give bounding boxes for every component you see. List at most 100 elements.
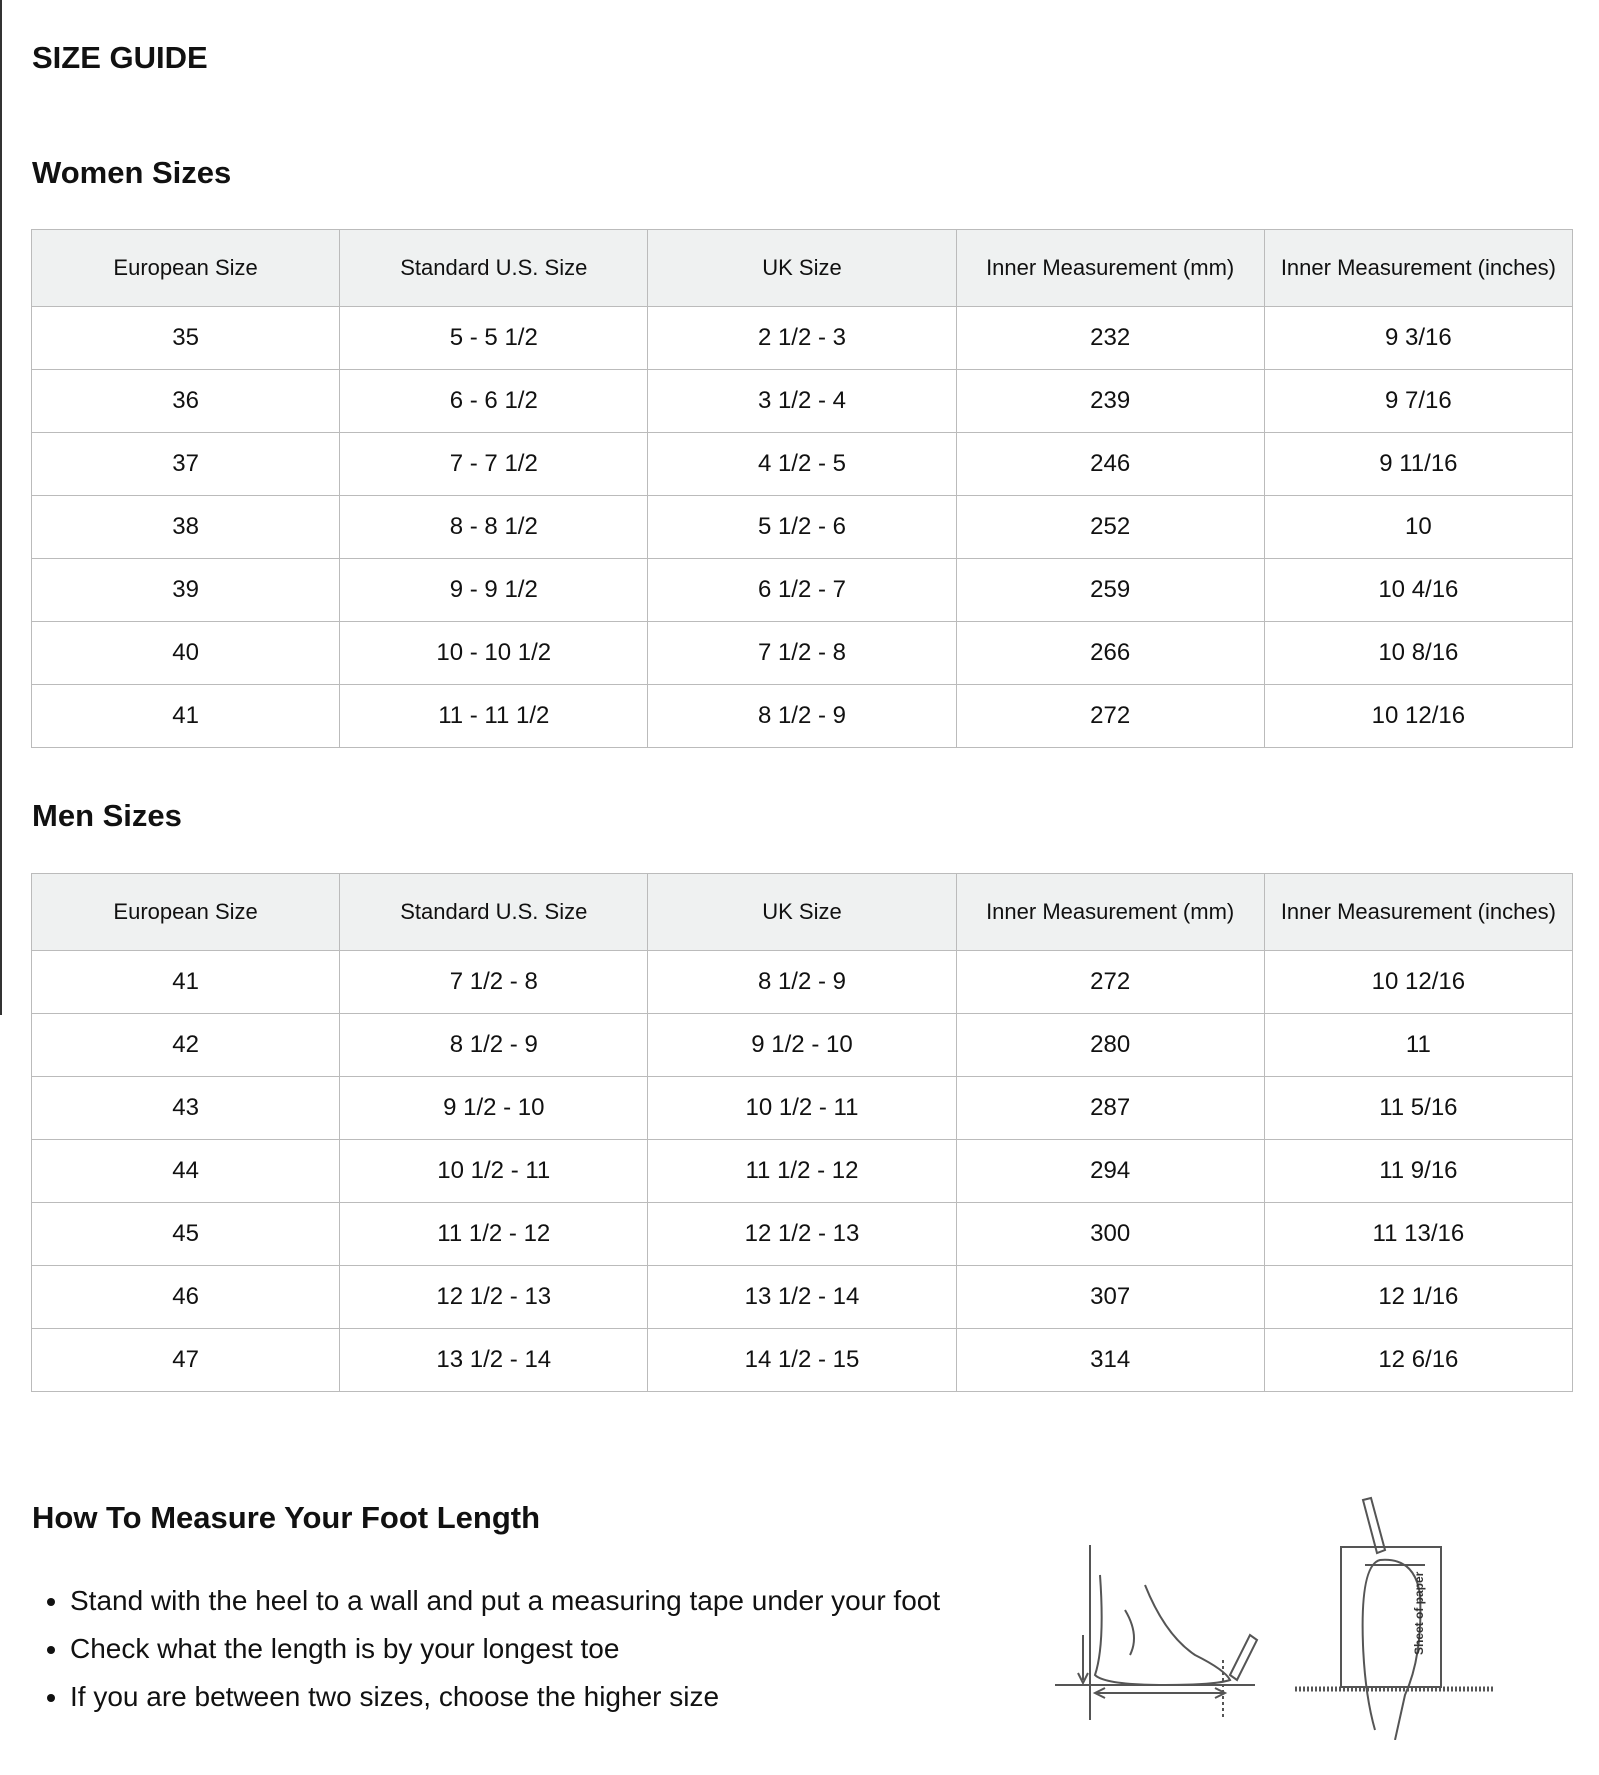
- cell: 8 - 8 1/2: [339, 495, 649, 559]
- cell: 10 1/2 - 11: [647, 1076, 957, 1140]
- cell: 11 1/2 - 12: [339, 1202, 649, 1266]
- edge-line: [0, 0, 2, 1015]
- cell: 5 - 5 1/2: [339, 306, 649, 370]
- cell: 314: [955, 1328, 1265, 1392]
- cell: 8 1/2 - 9: [647, 950, 957, 1014]
- cell: 266: [955, 621, 1265, 685]
- cell: 10 4/16: [1263, 558, 1574, 622]
- section-heading: Women Sizes: [32, 155, 232, 190]
- cell: 11: [1263, 1013, 1574, 1077]
- cell: 11 - 11 1/2: [339, 684, 649, 748]
- header-row: European Size Standard U.S. Size UK Size In…: [30, 873, 1574, 951]
- column-header: Inner Measurement (mm): [955, 229, 1265, 307]
- table-row: 44 10 1/2 - 11 11 1/2 - 12 294 11 9/16: [30, 1139, 1574, 1203]
- cell: 9 1/2 - 10: [339, 1076, 649, 1140]
- cell: 9 1/2 - 10: [647, 1013, 957, 1077]
- header-row: European Size Standard U.S. Size UK Size In…: [30, 229, 1574, 307]
- cell: 232: [955, 306, 1265, 370]
- cell: 6 - 6 1/2: [339, 369, 649, 433]
- section-heading: Men Sizes: [32, 798, 182, 833]
- table-row: 47 13 1/2 - 14 14 1/2 - 15 314 12 6/16: [30, 1328, 1574, 1392]
- cell: 252: [955, 495, 1265, 559]
- cell: 35: [30, 306, 341, 370]
- cell: 5 1/2 - 6: [647, 495, 957, 559]
- illustration-label: Sheet of paper: [1412, 1571, 1426, 1655]
- cell: 2 1/2 - 3: [647, 306, 957, 370]
- cell: 307: [955, 1265, 1265, 1329]
- column-header: Standard U.S. Size: [339, 229, 649, 307]
- cell: 259: [955, 558, 1265, 622]
- cell: 44: [30, 1139, 341, 1203]
- cell: 246: [955, 432, 1265, 496]
- cell: 13 1/2 - 14: [647, 1265, 957, 1329]
- cell: 9 - 9 1/2: [339, 558, 649, 622]
- cell: 8 1/2 - 9: [647, 684, 957, 748]
- column-header: European Size: [30, 229, 341, 307]
- table-row: 45 11 1/2 - 12 12 1/2 - 13 300 11 13/16: [30, 1202, 1574, 1266]
- cell: 42: [30, 1013, 341, 1077]
- step: Stand with the heel to a wall and put a …: [70, 1580, 940, 1628]
- cell: 3 1/2 - 4: [647, 369, 957, 433]
- cell: 10 12/16: [1263, 684, 1574, 748]
- cell: 272: [955, 950, 1265, 1014]
- cell: 10: [1263, 495, 1574, 559]
- steps: Stand with the heel to a wall and put a …: [32, 1580, 940, 1724]
- cell: 294: [955, 1139, 1265, 1203]
- cell: 12 1/16: [1263, 1265, 1574, 1329]
- column-header: UK Size: [647, 873, 957, 951]
- cell: 287: [955, 1076, 1265, 1140]
- step: Check what the length is by your longest…: [70, 1628, 940, 1676]
- table-row: 41 11 - 11 1/2 8 1/2 - 9 272 10 12/16: [30, 684, 1574, 748]
- cell: 45: [30, 1202, 341, 1266]
- cell: 7 - 7 1/2: [339, 432, 649, 496]
- cell: 36: [30, 369, 341, 433]
- cell: 7 1/2 - 8: [647, 621, 957, 685]
- cell: 9 3/16: [1263, 306, 1574, 370]
- cell: 6 1/2 - 7: [647, 558, 957, 622]
- cell: 11 1/2 - 12: [647, 1139, 957, 1203]
- cell: 10 8/16: [1263, 621, 1574, 685]
- column-header: UK Size: [647, 229, 957, 307]
- size-table: European Size Standard U.S. Size UK Size In…: [30, 873, 1574, 1392]
- cell: 14 1/2 - 15: [647, 1328, 957, 1392]
- cell: 11 13/16: [1263, 1202, 1574, 1266]
- column-header: European Size: [30, 873, 341, 951]
- cell: 300: [955, 1202, 1265, 1266]
- cell: 39: [30, 558, 341, 622]
- page-title: SIZE GUIDE: [32, 40, 208, 75]
- cell: 9 11/16: [1263, 432, 1574, 496]
- size-table: European Size Standard U.S. Size UK Size In…: [30, 229, 1574, 748]
- cell: 46: [30, 1265, 341, 1329]
- cell: 12 1/2 - 13: [339, 1265, 649, 1329]
- cell: 7 1/2 - 8: [339, 950, 649, 1014]
- cell: 38: [30, 495, 341, 559]
- table-row: 38 8 - 8 1/2 5 1/2 - 6 252 10: [30, 495, 1574, 559]
- column-header: Inner Measurement (mm): [955, 873, 1265, 951]
- foot-illustration: Sheet of paper: [1055, 1496, 1495, 1740]
- cell: 11 5/16: [1263, 1076, 1574, 1140]
- cell: 43: [30, 1076, 341, 1140]
- table-row: 36 6 - 6 1/2 3 1/2 - 4 239 9 7/16: [30, 369, 1574, 433]
- cell: 13 1/2 - 14: [339, 1328, 649, 1392]
- table-row: 43 9 1/2 - 10 10 1/2 - 11 287 11 5/16: [30, 1076, 1574, 1140]
- cell: 10 12/16: [1263, 950, 1574, 1014]
- cell: 47: [30, 1328, 341, 1392]
- measure-heading: How To Measure Your Foot Length: [32, 1500, 541, 1535]
- column-header: Inner Measurement (inches): [1263, 873, 1574, 951]
- table-row: 37 7 - 7 1/2 4 1/2 - 5 246 9 11/16: [30, 432, 1574, 496]
- table-row: 46 12 1/2 - 13 13 1/2 - 14 307 12 1/16: [30, 1265, 1574, 1329]
- cell: 41: [30, 684, 341, 748]
- step: If you are between two sizes, choose the…: [70, 1676, 940, 1724]
- cell: 10 1/2 - 11: [339, 1139, 649, 1203]
- cell: 12 1/2 - 13: [647, 1202, 957, 1266]
- cell: 12 6/16: [1263, 1328, 1574, 1392]
- cell: 239: [955, 369, 1265, 433]
- table-row: 39 9 - 9 1/2 6 1/2 - 7 259 10 4/16: [30, 558, 1574, 622]
- cell: 40: [30, 621, 341, 685]
- cell: 9 7/16: [1263, 369, 1574, 433]
- column-header: Inner Measurement (inches): [1263, 229, 1574, 307]
- cell: 11 9/16: [1263, 1139, 1574, 1203]
